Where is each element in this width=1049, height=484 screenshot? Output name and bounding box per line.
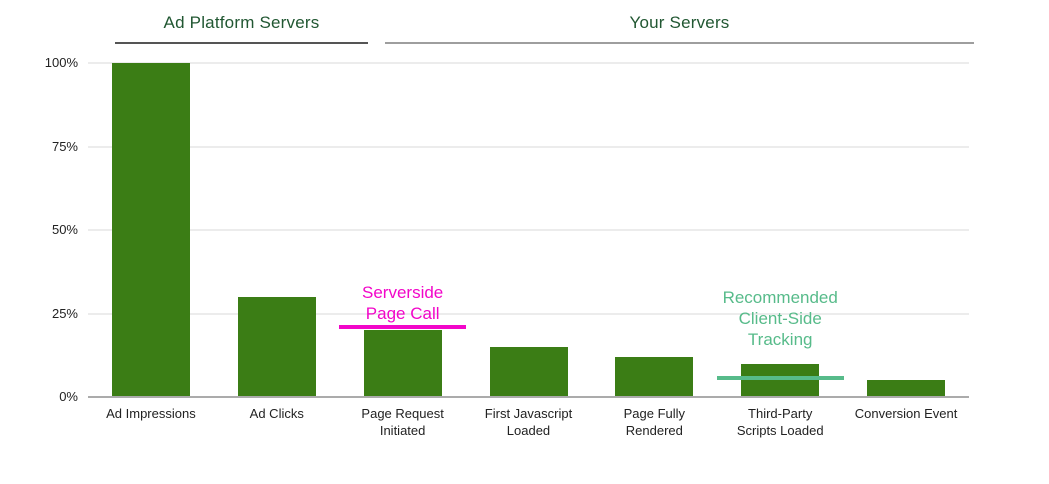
group-underline-ad-platform-servers [115,42,368,44]
y-tick-label-25: 25% [51,305,78,321]
gridline-50 [88,229,969,231]
x-label-ad-clicks: Ad Clicks [249,406,304,421]
x-label-first-javascript-loaded: First Javascript Loaded [484,406,573,438]
y-tick-label-100: 100% [44,55,78,70]
gridline-75 [88,145,969,148]
bar-third-party-scripts-loaded [741,363,820,397]
x-label-ad-impressions: Ad Impressions [106,406,196,421]
x-label-conversion-event: Conversion Event [854,406,958,421]
annotation-text-serverside-page-call: Serverside Page Call [362,282,444,323]
bar-ad-clicks [237,296,316,397]
bar-first-javascript-loaded [489,346,568,397]
x-label-page-request-initiated: Page Request Initiated [361,406,444,438]
x-label-page-fully-rendered: Page Fully Rendered [623,406,686,438]
group-header-ad-platform-servers: Ad Platform Servers [163,13,320,32]
x-axis-line [88,396,969,398]
y-tick-label-0: 0% [59,389,78,404]
bar-page-fully-rendered [615,356,694,397]
bar-page-request-initiated [363,330,442,397]
gridline-100 [88,62,969,64]
annotation-line-serverside-page-call [339,324,467,329]
y-tick-label-50: 50% [51,222,78,237]
group-header-your-servers: Your Servers [629,13,730,32]
annotation-text-recommended-client-side-tracking: Recommended Client-Side Tracking [722,288,838,350]
group-underline-your-servers [385,42,974,44]
gridline-25 [88,312,969,315]
bar-conversion-event [867,380,946,397]
bar-ad-impressions [111,63,190,397]
y-tick-label-75: 75% [51,138,78,154]
annotation-line-recommended-client-side-tracking [716,375,844,380]
x-label-third-party-scripts-loaded: Third-Party Scripts Loaded [736,406,824,438]
